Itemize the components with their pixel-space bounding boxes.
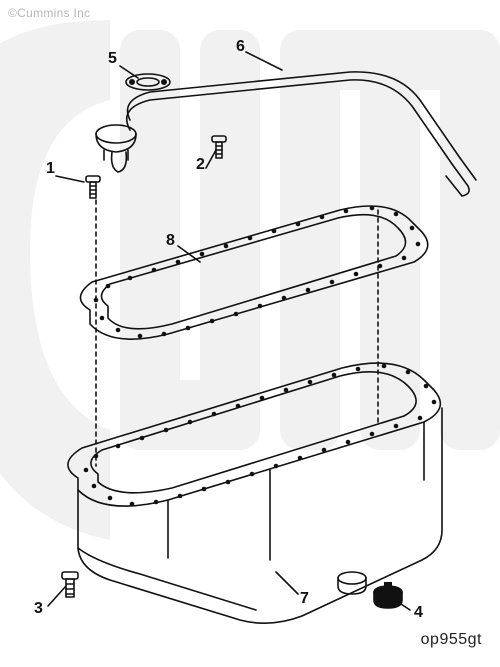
callout-1: 1 [46,160,55,178]
copyright-text: ©Cummins Inc [8,6,90,20]
callout-5: 5 [108,50,117,68]
part-drain-plug [374,582,402,608]
exploded-diagram [0,0,500,667]
callout-3: 3 [34,600,43,618]
part-cover-plate [126,74,170,90]
callout-2: 2 [196,156,205,174]
part-bolt-3 [62,572,78,597]
callout-6: 6 [236,38,245,56]
leader-lines [48,52,410,610]
part-code: op955gt [421,631,482,649]
part-bolt-1 [86,176,100,198]
callout-8: 8 [166,232,175,250]
part-gasket [80,206,427,339]
callout-4: 4 [414,604,423,622]
callout-7: 7 [300,590,309,608]
